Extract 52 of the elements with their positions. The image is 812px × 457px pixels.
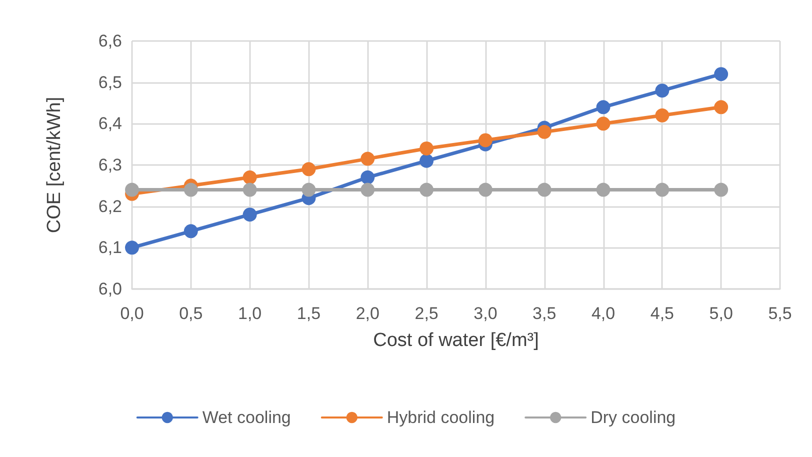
x-tick-label: 4,0 <box>591 304 616 323</box>
y-tick-label: 6,5 <box>98 72 122 92</box>
point <box>714 67 728 82</box>
point <box>420 141 434 156</box>
x-tick-label: 3,0 <box>474 304 498 323</box>
x-tick-label: 0,0 <box>120 304 144 323</box>
point <box>420 154 434 168</box>
point <box>242 208 257 222</box>
point <box>655 108 670 122</box>
x-tick-label: 5,5 <box>768 304 792 323</box>
y-tick-label: 6,2 <box>98 196 122 216</box>
x-tick-label: 2,5 <box>414 304 438 323</box>
point <box>360 152 375 166</box>
point <box>242 170 257 184</box>
point <box>184 182 198 197</box>
point <box>125 240 139 255</box>
point <box>478 182 492 197</box>
point <box>596 116 610 131</box>
x-tick-label: 2,0 <box>356 304 380 323</box>
point <box>420 182 434 197</box>
y-tick-label: 6,3 <box>98 156 122 174</box>
y-tick-label: 6,4 <box>98 114 122 134</box>
point <box>360 182 375 197</box>
point <box>302 182 316 197</box>
point <box>478 133 492 148</box>
y-tick-label: 6,0 <box>98 280 122 298</box>
legend-label: Hybrid cooling <box>386 408 495 427</box>
point <box>714 182 728 197</box>
y-axis-title: COE [cent/kWh] <box>44 96 65 234</box>
legend-label: Dry cooling <box>590 408 676 427</box>
x-tick-label: 3,5 <box>532 304 556 323</box>
point <box>655 182 670 197</box>
y-tick-label: 6,6 <box>98 32 122 50</box>
point <box>537 182 552 197</box>
point <box>125 182 139 197</box>
point <box>242 182 257 197</box>
x-tick-label: 1,5 <box>296 304 321 323</box>
x-tick-label: 4,5 <box>650 304 674 323</box>
point <box>655 84 670 98</box>
point <box>184 224 198 238</box>
point <box>302 162 316 176</box>
x-axis-title: Cost of water [€/m³] <box>373 330 539 351</box>
point <box>714 100 728 114</box>
y-tick-label: 6,1 <box>98 238 122 258</box>
legend-label: Wet cooling <box>202 408 291 427</box>
x-tick-label: 0,5 <box>179 304 203 323</box>
point <box>537 124 552 139</box>
point <box>596 182 610 197</box>
x-tick-label: 1,0 <box>238 304 262 323</box>
point <box>596 100 610 114</box>
point <box>360 170 375 184</box>
x-tick-label: 5,0 <box>709 304 733 323</box>
